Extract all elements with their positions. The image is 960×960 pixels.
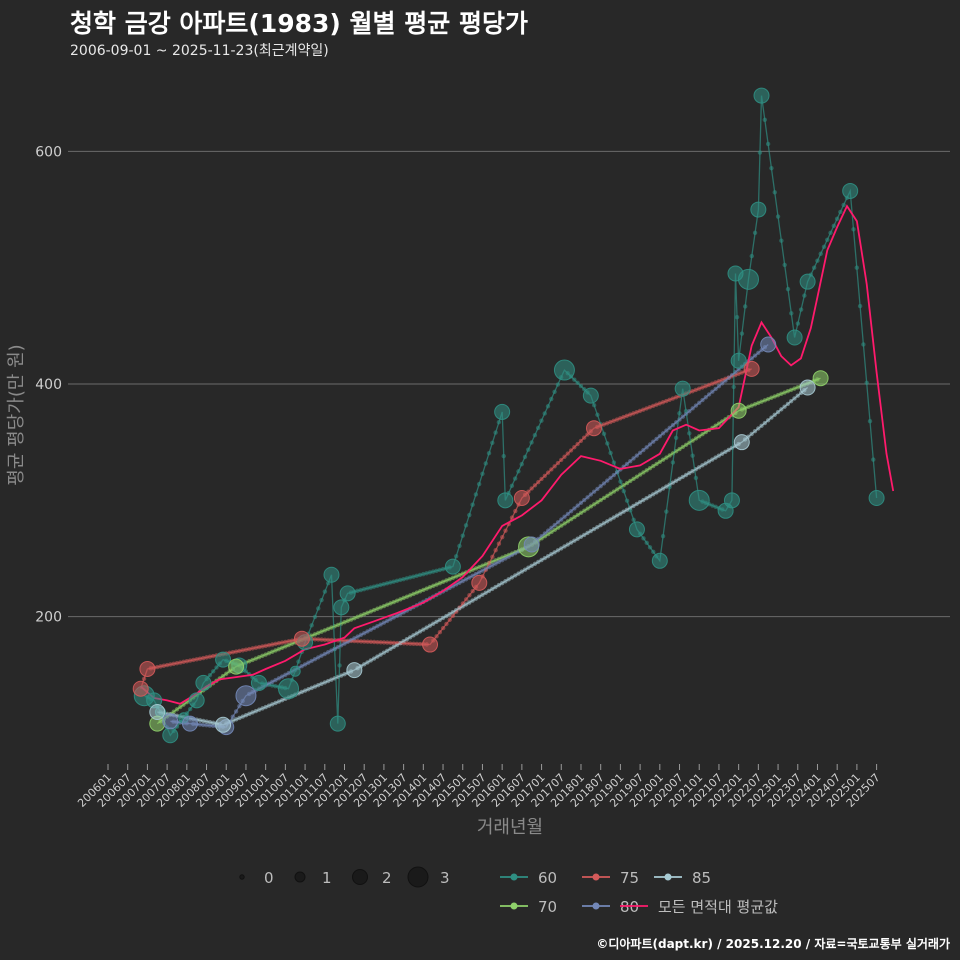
series-60-point	[786, 329, 803, 346]
series-75-point	[139, 660, 156, 677]
series-60-point	[688, 489, 710, 511]
series-60-point	[289, 665, 301, 677]
series-85-point	[215, 716, 232, 733]
x-ticks: 2006012006072007012007072008012008072009…	[75, 764, 883, 810]
series-60-point	[750, 201, 767, 218]
y-tick-label-600: 600	[35, 144, 62, 160]
footer-credit: ©디아파트(dapt.kr) / 2025.12.20 / 자료=국토교통부 실…	[596, 937, 950, 951]
series-60-point	[868, 489, 885, 506]
chart-subtitle: 2006-09-01 ~ 2025-11-23(최근계약일)	[70, 43, 329, 59]
series-60-point	[215, 651, 232, 668]
series-85-point	[733, 434, 750, 451]
series-60-point	[333, 599, 350, 616]
series-60-point	[250, 674, 267, 691]
data-points	[132, 87, 885, 744]
series-70-point	[812, 370, 829, 387]
series-60-point	[730, 352, 747, 369]
series-lines	[140, 95, 895, 737]
series-85-point	[799, 379, 816, 396]
series-80-point	[162, 713, 179, 730]
series-80-point	[235, 685, 257, 707]
size-legend-swatch-1	[294, 871, 306, 883]
y-axis-label: 평균 평당가(만 원)	[6, 344, 27, 485]
legend-label-avg: 모든 면적대 평균값	[658, 898, 778, 916]
series-60-point	[497, 492, 514, 509]
series-75-point	[743, 360, 760, 377]
y-tick-label-400: 400	[35, 377, 62, 393]
series-75-point	[293, 630, 310, 647]
legend-label-s60: 60	[538, 869, 557, 887]
legend-label-s85: 85	[692, 869, 711, 887]
series-60-point	[737, 268, 759, 290]
series-70-point	[228, 658, 245, 675]
size-legend-swatch-0	[239, 874, 245, 880]
legend: 0 1 2 3 60 70 75 80 85 모든 면적대 평균값	[239, 866, 778, 916]
series-60-point	[582, 387, 599, 404]
series-70-point	[730, 402, 747, 419]
series-60-point	[329, 715, 346, 732]
chart-title: 청학 금강 아파트(1983) 월별 평균 평당가	[70, 9, 528, 38]
legend-label-s70: 70	[538, 898, 557, 916]
series-80-point	[181, 715, 198, 732]
series-75-point	[585, 420, 602, 437]
x-axis-label: 거래년월	[477, 817, 543, 838]
series-60-point	[494, 403, 511, 420]
series-60-point	[162, 727, 179, 744]
size-legend-swatch-3	[407, 866, 429, 888]
series-60-point	[339, 585, 356, 602]
series-75-point	[422, 636, 439, 653]
legend-label-s80: 80	[620, 898, 639, 916]
legend-swatch-dot-s70	[510, 902, 518, 910]
size-legend-label-1: 1	[322, 869, 332, 887]
size-legend-label-2: 2	[382, 869, 392, 887]
series-60-point	[723, 492, 740, 509]
series-60-point	[628, 521, 645, 538]
avg-line	[140, 204, 895, 705]
series-85-point	[346, 662, 363, 679]
series-60-point	[278, 678, 300, 700]
series-80-line	[170, 344, 769, 728]
series-75-point	[513, 489, 530, 506]
legend-swatch-dot-s75	[592, 873, 600, 881]
series-85-point	[149, 703, 166, 720]
series-80-point	[523, 536, 540, 553]
size-legend-label-0: 0	[264, 869, 274, 887]
series-60-point	[195, 674, 212, 691]
y-ticks: 200 400 600	[35, 144, 62, 625]
legend-label-s75: 75	[620, 869, 639, 887]
series-60-point	[799, 273, 816, 290]
series-60-point	[444, 558, 461, 575]
series-60-point	[323, 566, 340, 583]
series-75-point	[132, 680, 149, 697]
series-70-line	[156, 377, 821, 725]
legend-swatch-dot-s85	[664, 873, 672, 881]
series-75-point	[471, 574, 488, 591]
size-legend-label-3: 3	[440, 869, 450, 887]
legend-swatch-dot-s60	[510, 873, 518, 881]
series-75-line	[140, 368, 752, 689]
series-60-point	[753, 87, 770, 104]
series-80-point	[760, 336, 777, 353]
series-60-point	[674, 380, 691, 397]
series-60-point	[553, 359, 575, 381]
series-60-line	[144, 95, 878, 737]
legend-swatch-dot-s80	[592, 902, 600, 910]
series-60-point	[188, 692, 205, 709]
series-60-point	[651, 552, 668, 569]
size-legend-swatch-2	[352, 869, 368, 885]
series-60-point	[842, 182, 859, 199]
y-tick-label-200: 200	[35, 610, 62, 626]
